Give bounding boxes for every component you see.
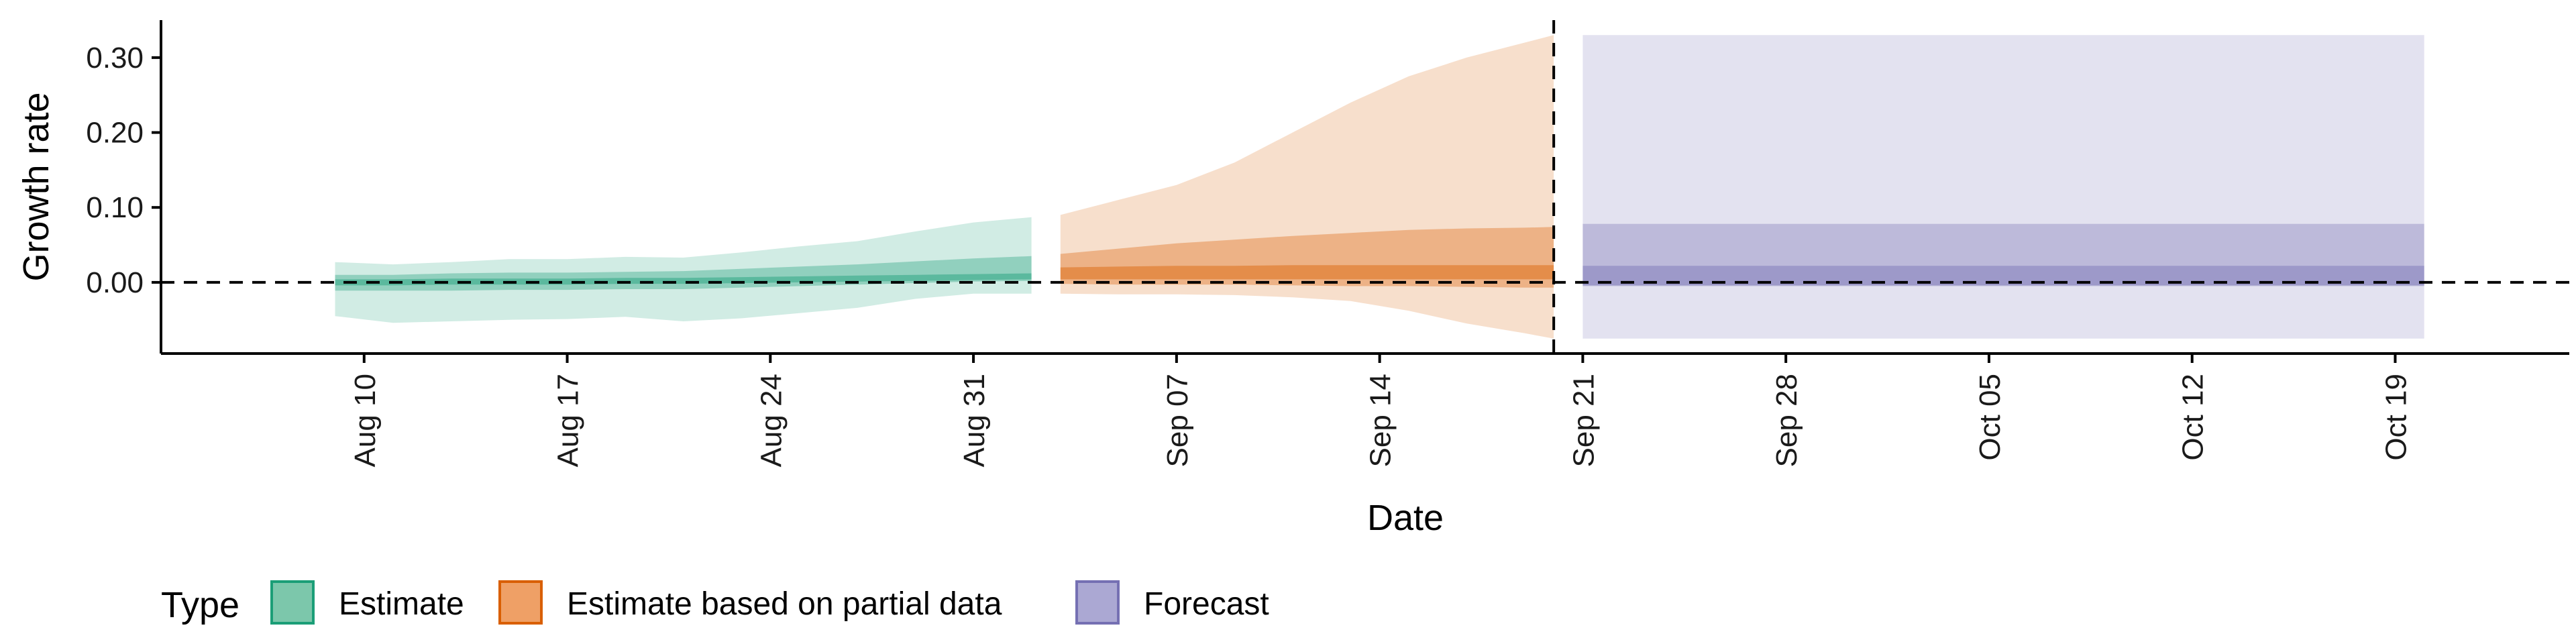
legend-title: Type <box>161 585 239 625</box>
legend-label: Estimate based on partial data <box>567 586 1002 622</box>
x-tick-label: Aug 17 <box>552 374 585 467</box>
x-tick-label: Oct 12 <box>2177 374 2210 461</box>
x-tick-label: Aug 31 <box>958 374 991 467</box>
x-axis-title: Date <box>1367 498 1444 538</box>
band-2-ci90 <box>1060 35 1554 339</box>
y-tick-label: 0.30 <box>86 42 144 74</box>
y-tick-label: 0.00 <box>86 266 144 299</box>
y-axis-title: Growth rate <box>16 92 56 281</box>
band-3-ci90 <box>1582 35 2424 339</box>
band-2-ci20 <box>1060 265 1554 280</box>
x-tick-label: Aug 24 <box>755 374 788 467</box>
band-3-ci20 <box>1582 266 2424 286</box>
legend-swatch <box>270 580 315 625</box>
band-3-ci50 <box>1582 223 2424 286</box>
legend: Type Estimate Estimate based on partial d… <box>161 580 1269 625</box>
x-tick-label: Sep 28 <box>1770 374 1803 467</box>
y-tick-label: 0.10 <box>86 191 144 224</box>
x-tick-label: Oct 19 <box>2380 374 2413 461</box>
x-tick-label: Sep 07 <box>1161 374 1194 467</box>
y-tick-label: 0.20 <box>86 117 144 150</box>
legend-swatch <box>498 580 543 625</box>
x-tick-label: Aug 10 <box>349 374 382 467</box>
credible-interval-bands <box>335 35 2424 339</box>
legend-swatch <box>1075 580 1120 625</box>
x-axis-ticks: Aug 10 Aug 17 Aug 24 Aug 31 Sep 07 Sep 14 Sep … <box>349 354 2413 467</box>
x-tick-label: Oct 05 <box>1974 374 2006 461</box>
band-1-ci90 <box>335 217 1032 323</box>
legend-label: Forecast <box>1144 586 1269 622</box>
axes <box>160 20 2569 355</box>
band-2-ci50 <box>1060 227 1554 288</box>
y-axis-ticks: 0.00 0.10 0.20 0.30 <box>86 42 161 299</box>
x-tick-label: Sep 21 <box>1567 374 1600 467</box>
legend-items: Estimate Estimate based on partial data Fo… <box>270 580 1269 625</box>
x-tick-label: Sep 14 <box>1364 374 1397 467</box>
legend-label: Estimate <box>339 586 464 622</box>
